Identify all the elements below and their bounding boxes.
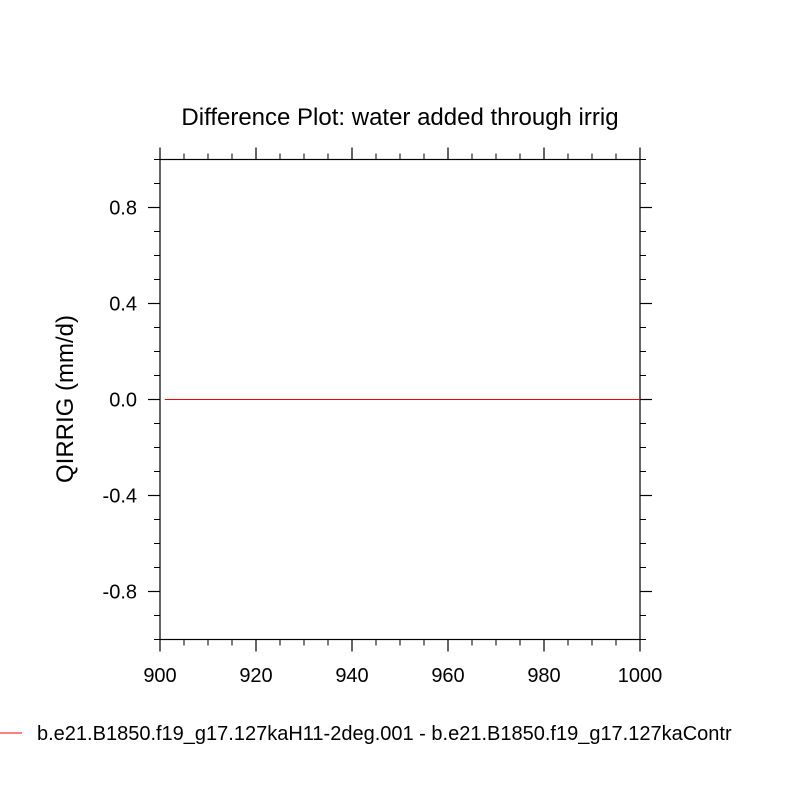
x-tick-label: 960 [431, 665, 464, 687]
chart-title: Difference Plot: water added through irr… [181, 104, 618, 131]
legend-label: b.e21.B1850.f19_g17.127kaH11-2deg.001 - … [37, 723, 732, 745]
y-tick-label: 0.0 [109, 390, 137, 412]
x-tick-label: 1000 [618, 665, 663, 687]
x-tick-label: 940 [335, 665, 368, 687]
legend: b.e21.B1850.f19_g17.127kaH11-2deg.001 - … [0, 723, 732, 745]
y-tick-label: -0.8 [103, 582, 137, 604]
x-tick-label: 980 [527, 665, 560, 687]
x-tick-label: 900 [143, 665, 176, 687]
x-tick-label: 920 [239, 665, 272, 687]
x-tick-labels: 900 920 940 960 980 1000 [143, 665, 662, 687]
y-tick-label: 0.4 [109, 294, 137, 316]
y-tick-label: 0.8 [109, 198, 137, 220]
y-tick-labels: 0.8 0.4 0.0 -0.4 -0.8 [103, 198, 137, 604]
y-axis-label: QIRRIG (mm/d) [52, 315, 79, 483]
axis-ticks [148, 147, 652, 652]
y-tick-label: -0.4 [103, 486, 137, 508]
